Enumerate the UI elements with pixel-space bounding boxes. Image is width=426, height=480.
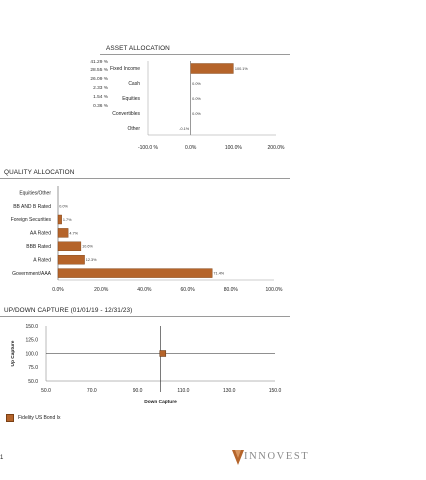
updown-capture-title: UP/DOWN CAPTURE (01/01/19 - 12/31/23) <box>4 307 133 314</box>
data-label: 12.3% <box>86 258 97 262</box>
category-label: BB AND B Rated <box>13 204 51 210</box>
data-label: 0.0% <box>192 112 201 116</box>
data-label: 10.6% <box>82 245 93 249</box>
asset-percent-item: 0.36 % <box>93 104 108 109</box>
legend-label: Fidelity US Bond Ix <box>18 415 61 421</box>
legend-swatch <box>6 414 14 422</box>
bar <box>57 268 213 278</box>
category-label: Foreign Securities <box>11 217 52 223</box>
category-label: A Rated <box>33 257 51 263</box>
quality-allocation-chart: Equities/Other BB AND B Rated 0.0% Foreign … <box>11 186 284 293</box>
category-label: Cash <box>128 81 140 87</box>
updown-capture-chart: 150.0 125.0 100.0 75.0 50.050.0 70.0 90.0 110.0… <box>10 324 282 405</box>
x-tick-label: 150.0 <box>269 388 282 394</box>
category-label: AA Rated <box>30 231 51 237</box>
x-tick-label: -100.0 % <box>138 145 159 151</box>
quality-allocation-title: QUALITY ALLOCATION <box>4 169 75 176</box>
quality-allocation-divider <box>0 178 290 179</box>
data-label: -0.1% <box>179 127 190 131</box>
category-label: Equities/Other <box>19 190 51 196</box>
x-tick-label: 40.0% <box>137 287 152 293</box>
bar <box>57 254 85 265</box>
asset-allocation-divider <box>100 54 290 55</box>
x-tick-label: 110.0 <box>177 388 189 394</box>
x-tick-label: 0.0% <box>185 145 197 151</box>
y-tick-label: 75.0 <box>28 365 38 371</box>
data-label: 0.0% <box>192 97 201 101</box>
category-label: Fixed Income <box>110 66 140 72</box>
data-label: 100.1% <box>235 67 249 71</box>
y-tick-label: 50.0 <box>28 379 38 385</box>
x-tick-label: 200.0% <box>268 145 286 151</box>
bar <box>57 241 82 251</box>
bar <box>57 214 62 225</box>
y-tick-label: 125.0 <box>25 338 38 344</box>
category-label: Other <box>127 126 140 132</box>
x-tick-label: 50.0 <box>41 388 51 394</box>
category-label: Government/AAA <box>12 271 52 277</box>
asset-percent-item: 28.55 % <box>90 68 108 73</box>
data-label: 1.7% <box>63 218 72 222</box>
x-tick-label: 60.0% <box>181 287 196 293</box>
x-tick-label: 90.0 <box>133 388 143 394</box>
asset-percent-item: 26.09 % <box>90 77 108 82</box>
data-label: 4.7% <box>69 231 78 235</box>
x-tick-label: 0.0% <box>52 287 64 293</box>
asset-percent-item: 1.54 % <box>93 95 108 100</box>
x-tick-label: 80.0% <box>224 287 239 293</box>
asset-allocation-title: ASSET ALLOCATION <box>106 45 170 52</box>
y-tick-label: 100.0 <box>25 351 38 357</box>
y-tick-label: 150.0 <box>25 324 38 330</box>
x-axis-title: Down Capture <box>144 399 177 405</box>
y-axis-title: Up Capture <box>10 340 16 366</box>
x-tick-label: 70.0 <box>87 388 97 394</box>
x-tick-label: 20.0% <box>94 287 109 293</box>
data-label: 71.4% <box>213 272 224 276</box>
scatter-point <box>159 350 167 357</box>
updown-capture-divider <box>0 316 290 317</box>
logo-wordmark: INNOVEST <box>244 451 310 462</box>
category-label: Convertibles <box>112 111 140 117</box>
x-tick-label: 130.0 <box>223 388 236 394</box>
page-number: 1 <box>0 455 4 461</box>
bar <box>190 63 234 74</box>
category-label: Equities <box>122 96 140 102</box>
data-label: 0.0% <box>192 82 201 86</box>
x-tick-label: 100.0% <box>266 287 284 293</box>
data-label: 0.0% <box>59 205 68 209</box>
category-label: BBB Rated <box>26 244 51 250</box>
bar <box>57 228 69 238</box>
asset-allocation-chart: Fixed Income 100.1% Cash 0.0% Equities 0.0% Co… <box>110 61 286 151</box>
x-tick-label: 100.0% <box>225 145 243 151</box>
asset-percent-item: 41.29 % <box>90 60 108 65</box>
asset-percent-item: 2.33 % <box>93 86 108 91</box>
logo-chevron-icon <box>232 450 244 465</box>
